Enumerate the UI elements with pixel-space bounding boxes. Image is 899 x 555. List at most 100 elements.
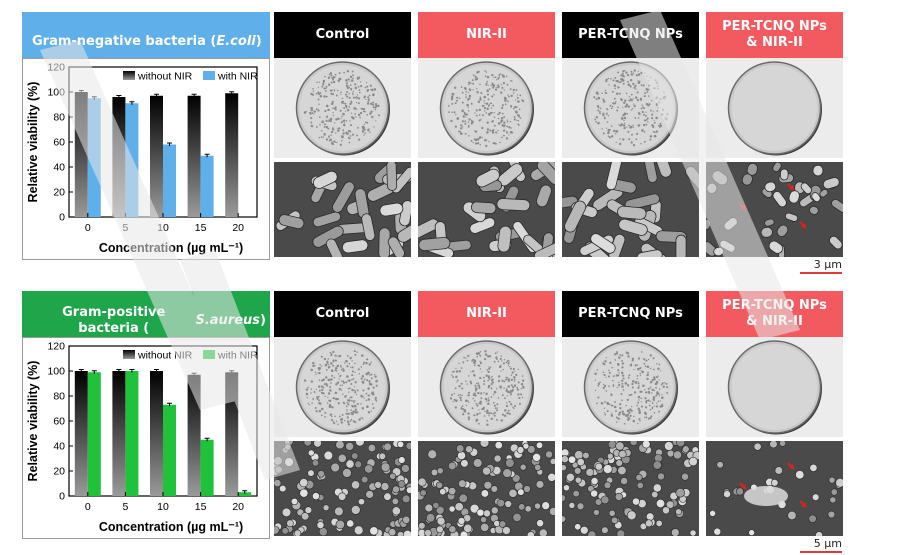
colony [453, 392, 456, 395]
colony [641, 110, 644, 114]
bacterium-coccus [642, 441, 651, 449]
colony [377, 104, 380, 107]
colony [344, 93, 347, 96]
colony [627, 105, 631, 108]
colony [467, 91, 469, 94]
colony [634, 364, 637, 367]
colony [352, 96, 356, 99]
colony [615, 129, 619, 133]
colony [596, 91, 598, 93]
colony [616, 109, 619, 112]
colony [369, 131, 371, 133]
colony [510, 393, 512, 396]
colony [497, 379, 501, 383]
species-header: Gram-positive bacteria (S.aureus) [22, 291, 270, 337]
colony [518, 396, 521, 399]
colony [337, 79, 341, 82]
colony [327, 108, 330, 111]
bacterium-coccus [337, 453, 347, 463]
colony [461, 387, 464, 390]
bacterium-coccus [595, 462, 603, 471]
colony [349, 135, 352, 137]
species-prefix: Gram-positive bacteria ( [62, 304, 166, 336]
colony [499, 73, 501, 75]
legend-swatch [203, 71, 215, 80]
colony [359, 81, 362, 83]
colony [319, 124, 321, 126]
colony [645, 123, 648, 126]
colony [474, 394, 477, 397]
bacterium-coccus [493, 454, 502, 463]
colony [486, 89, 489, 92]
plate-agar [731, 65, 818, 151]
colony [497, 84, 499, 87]
colony [638, 418, 641, 421]
colony [512, 88, 515, 92]
colony [460, 367, 463, 369]
colony [628, 411, 631, 414]
colony [504, 414, 507, 418]
colony [473, 364, 476, 367]
colony [327, 127, 330, 130]
bacterium-coccus [655, 498, 666, 509]
colony [332, 128, 335, 131]
colony [329, 117, 333, 121]
colony [357, 102, 360, 105]
colony [347, 412, 350, 416]
colony [340, 366, 342, 368]
colony [456, 96, 459, 99]
colony [467, 418, 470, 421]
colony [346, 90, 349, 93]
colony [321, 379, 324, 382]
bacterium-coccus [398, 456, 406, 464]
colony [491, 381, 494, 384]
colony [454, 102, 457, 105]
colony [325, 138, 329, 141]
colony [522, 386, 525, 389]
colony [322, 81, 325, 84]
bar-with-nir [200, 155, 214, 217]
colony [331, 141, 333, 144]
bacterium-coccus [675, 508, 682, 516]
colony [495, 409, 498, 412]
colony [487, 379, 490, 382]
bacterium-coccus [526, 531, 535, 536]
colony [360, 366, 362, 368]
colony [594, 389, 597, 391]
bacterium-coccus [307, 449, 315, 457]
bacterium-coccus [516, 446, 525, 454]
colony [490, 387, 493, 390]
colony [503, 89, 505, 91]
colony [633, 104, 636, 108]
colony [610, 414, 614, 417]
colony [461, 405, 464, 407]
colony [465, 357, 467, 359]
bacterium-rod [386, 162, 398, 191]
bacterium-coccus [562, 515, 567, 523]
colony [661, 403, 664, 406]
colony [504, 103, 507, 106]
colony [502, 74, 505, 78]
bacterium-coccus [436, 525, 444, 534]
colony [355, 116, 357, 118]
colony [646, 91, 649, 94]
colony [601, 92, 603, 94]
colony [352, 400, 355, 402]
colony [461, 109, 464, 113]
colony [600, 401, 604, 405]
colony [506, 402, 508, 404]
colony [307, 402, 309, 404]
colony [368, 363, 371, 366]
bacterium-coccus [538, 528, 548, 536]
colony [654, 79, 657, 82]
colony [349, 84, 352, 87]
bacterium-coccus [562, 494, 566, 502]
colony [629, 414, 632, 417]
colony [350, 88, 353, 91]
bacterium-coccus [573, 467, 582, 475]
colony [509, 88, 512, 90]
colony [501, 360, 503, 362]
colony [637, 407, 640, 410]
bacterium-coccus [301, 512, 310, 521]
colony [626, 384, 630, 387]
